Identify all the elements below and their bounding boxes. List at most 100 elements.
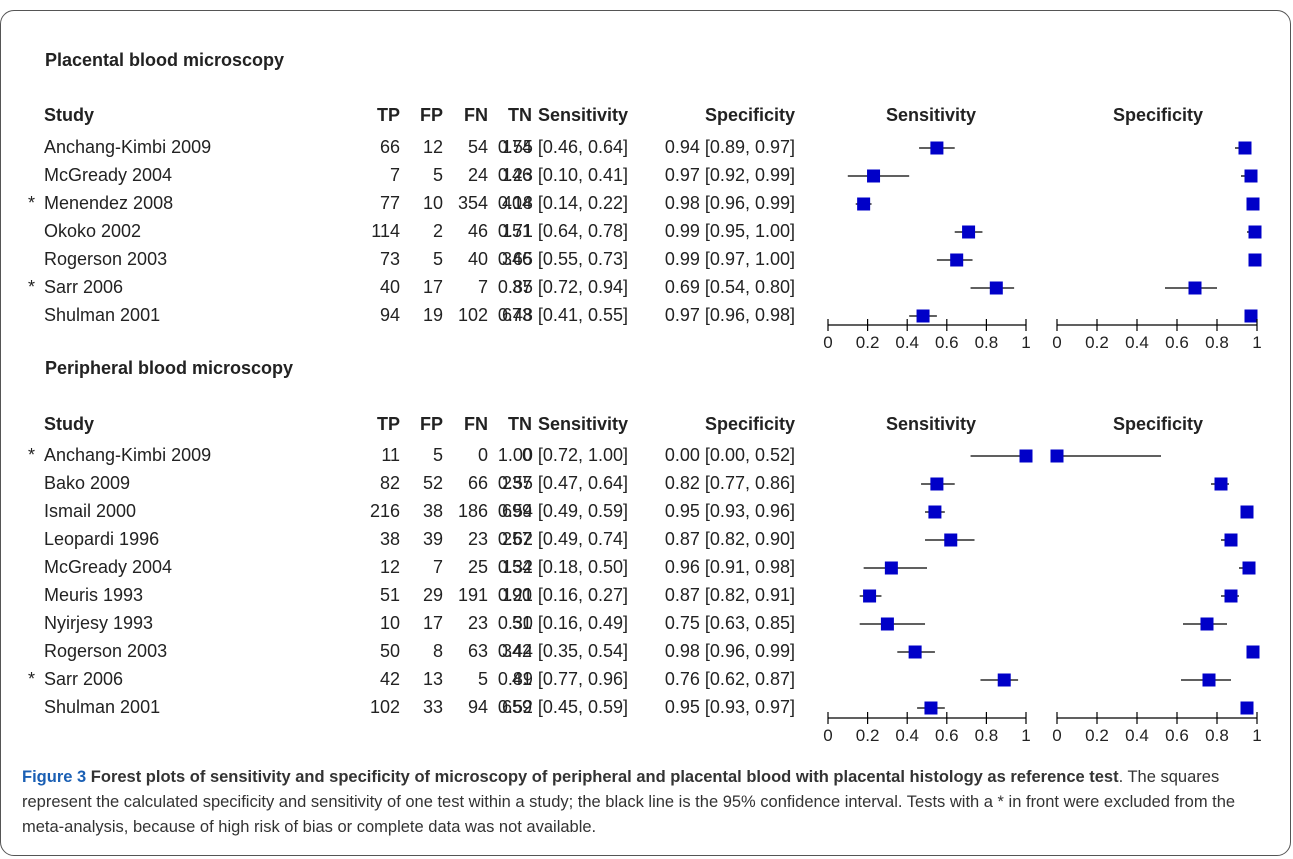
sensitivity-point-marker bbox=[916, 309, 930, 323]
cell-study: Rogerson 2003 bbox=[44, 249, 168, 269]
cell-tn: 342 bbox=[501, 641, 532, 661]
cell-tp: 66 bbox=[379, 137, 400, 157]
cell-specificity: 0.76 [0.62, 0.87] bbox=[664, 669, 795, 689]
cell-specificity: 0.00 [0.00, 0.52] bbox=[664, 445, 795, 465]
cell-study: Leopardi 1996 bbox=[44, 529, 160, 549]
cell-fp: 5 bbox=[432, 165, 443, 185]
specificity-point-marker bbox=[1050, 449, 1064, 463]
cell-tn: 51 bbox=[511, 613, 532, 633]
sensitivity-point-marker bbox=[997, 673, 1011, 687]
cell-sensitivity: 0.62 [0.49, 0.74] bbox=[497, 529, 628, 549]
cell-fp: 19 bbox=[422, 305, 443, 325]
cell-sensitivity: 0.65 [0.55, 0.73] bbox=[497, 249, 628, 269]
cell-tp: 77 bbox=[379, 193, 400, 213]
cell-fn: 94 bbox=[467, 697, 488, 717]
cell-fp: 29 bbox=[422, 585, 443, 605]
specificity-tick-label: 0.6 bbox=[1165, 333, 1189, 352]
cell-fn: 186 bbox=[457, 501, 488, 521]
sensitivity-tick-label: 1 bbox=[1021, 726, 1030, 745]
header-study: Study bbox=[44, 414, 95, 434]
header-sensitivity: Sensitivity bbox=[537, 414, 628, 434]
cell-specificity: 0.98 [0.96, 0.99] bbox=[664, 193, 795, 213]
cell-tp: 114 bbox=[371, 221, 400, 241]
specificity-point-marker bbox=[1242, 561, 1256, 575]
cell-tp: 42 bbox=[379, 669, 400, 689]
sensitivity-tick-label: 0.4 bbox=[895, 333, 919, 352]
cell-study: Shulman 2001 bbox=[44, 697, 161, 717]
section-title: Placental blood microscopy bbox=[45, 50, 285, 70]
specificity-tick-label: 1 bbox=[1252, 333, 1261, 352]
cell-specificity: 0.69 [0.54, 0.80] bbox=[664, 277, 795, 297]
cell-study: McGready 2004 bbox=[44, 557, 173, 577]
cell-tn: 673 bbox=[501, 305, 532, 325]
cell-sensitivity: 0.54 [0.49, 0.59] bbox=[497, 501, 628, 521]
header-tn: TN bbox=[508, 105, 532, 125]
specificity-tick-label: 0 bbox=[1052, 333, 1061, 352]
cell-study: Sarr 2006 bbox=[44, 669, 124, 689]
cell-specificity: 0.87 [0.82, 0.90] bbox=[664, 529, 795, 549]
cell-fn: 23 bbox=[467, 529, 488, 549]
cell-tp: 38 bbox=[379, 529, 400, 549]
sensitivity-tick-label: 0.2 bbox=[856, 726, 880, 745]
sensitivity-tick-label: 0.4 bbox=[895, 726, 919, 745]
cell-specificity: 0.97 [0.92, 0.99] bbox=[664, 165, 795, 185]
specificity-point-marker bbox=[1214, 477, 1228, 491]
cell-sensitivity: 0.30 [0.16, 0.49] bbox=[497, 613, 628, 633]
specificity-point-marker bbox=[1244, 169, 1258, 183]
header-specificity: Specificity bbox=[704, 105, 795, 125]
header-fn: FN bbox=[464, 414, 488, 434]
cell-fn: 66 bbox=[467, 473, 488, 493]
specificity-tick-label: 0 bbox=[1052, 726, 1061, 745]
specificity-point-marker bbox=[1202, 673, 1216, 687]
specificity-tick-label: 0.2 bbox=[1085, 726, 1109, 745]
plot-header-specificity: Specificity bbox=[1112, 414, 1204, 434]
cell-tp: 51 bbox=[379, 585, 400, 605]
cell-sensitivity: 0.89 [0.77, 0.96] bbox=[497, 669, 628, 689]
cell-tn: 37 bbox=[511, 277, 532, 297]
cell-sensitivity: 0.85 [0.72, 0.94] bbox=[497, 277, 628, 297]
cell-specificity: 0.75 [0.63, 0.85] bbox=[664, 613, 795, 633]
cell-tn: 146 bbox=[501, 165, 532, 185]
cell-study: Bako 2009 bbox=[44, 473, 131, 493]
sensitivity-tick-label: 0.8 bbox=[975, 333, 999, 352]
cell-tp: 82 bbox=[379, 473, 400, 493]
cell-fn: 0 bbox=[477, 445, 488, 465]
cell-study: Shulman 2001 bbox=[44, 305, 161, 325]
sensitivity-point-marker bbox=[989, 281, 1003, 295]
cell-tn: 346 bbox=[501, 249, 532, 269]
cell-fp: 33 bbox=[422, 697, 443, 717]
sensitivity-point-marker bbox=[884, 561, 898, 575]
cell-tp: 73 bbox=[379, 249, 400, 269]
excluded-marker: * bbox=[28, 445, 36, 465]
specificity-point-marker bbox=[1224, 589, 1238, 603]
cell-study: Rogerson 2003 bbox=[44, 641, 168, 661]
specificity-tick-label: 0.8 bbox=[1205, 726, 1229, 745]
sensitivity-point-marker bbox=[880, 617, 894, 631]
sensitivity-tick-label: 0.6 bbox=[935, 726, 959, 745]
cell-tn: 190 bbox=[501, 585, 532, 605]
cell-tp: 102 bbox=[369, 697, 400, 717]
cell-tp: 40 bbox=[379, 277, 400, 297]
specificity-point-marker bbox=[1248, 225, 1262, 239]
header-sensitivity: Sensitivity bbox=[537, 105, 628, 125]
cell-sensitivity: 0.48 [0.41, 0.55] bbox=[497, 305, 628, 325]
cell-fp: 5 bbox=[432, 445, 443, 465]
sensitivity-point-marker bbox=[930, 141, 944, 155]
specificity-point-marker bbox=[1240, 505, 1254, 519]
header-study: Study bbox=[44, 105, 95, 125]
sensitivity-tick-label: 0 bbox=[823, 726, 832, 745]
cell-specificity: 0.87 [0.82, 0.91] bbox=[664, 585, 795, 605]
sensitivity-point-marker bbox=[857, 197, 871, 211]
sensitivity-point-marker bbox=[928, 505, 942, 519]
figure-frame bbox=[0, 10, 1291, 856]
cell-fp: 39 bbox=[422, 529, 443, 549]
cell-fp: 7 bbox=[432, 557, 443, 577]
plot-header-sensitivity: Sensitivity bbox=[885, 105, 977, 125]
specificity-tick-label: 0.6 bbox=[1165, 726, 1189, 745]
cell-sensitivity: 0.52 [0.45, 0.59] bbox=[497, 697, 628, 717]
cell-study: McGready 2004 bbox=[44, 165, 173, 185]
cell-tn: 699 bbox=[501, 501, 532, 521]
cell-fn: 25 bbox=[467, 557, 488, 577]
specificity-point-marker bbox=[1246, 645, 1260, 659]
